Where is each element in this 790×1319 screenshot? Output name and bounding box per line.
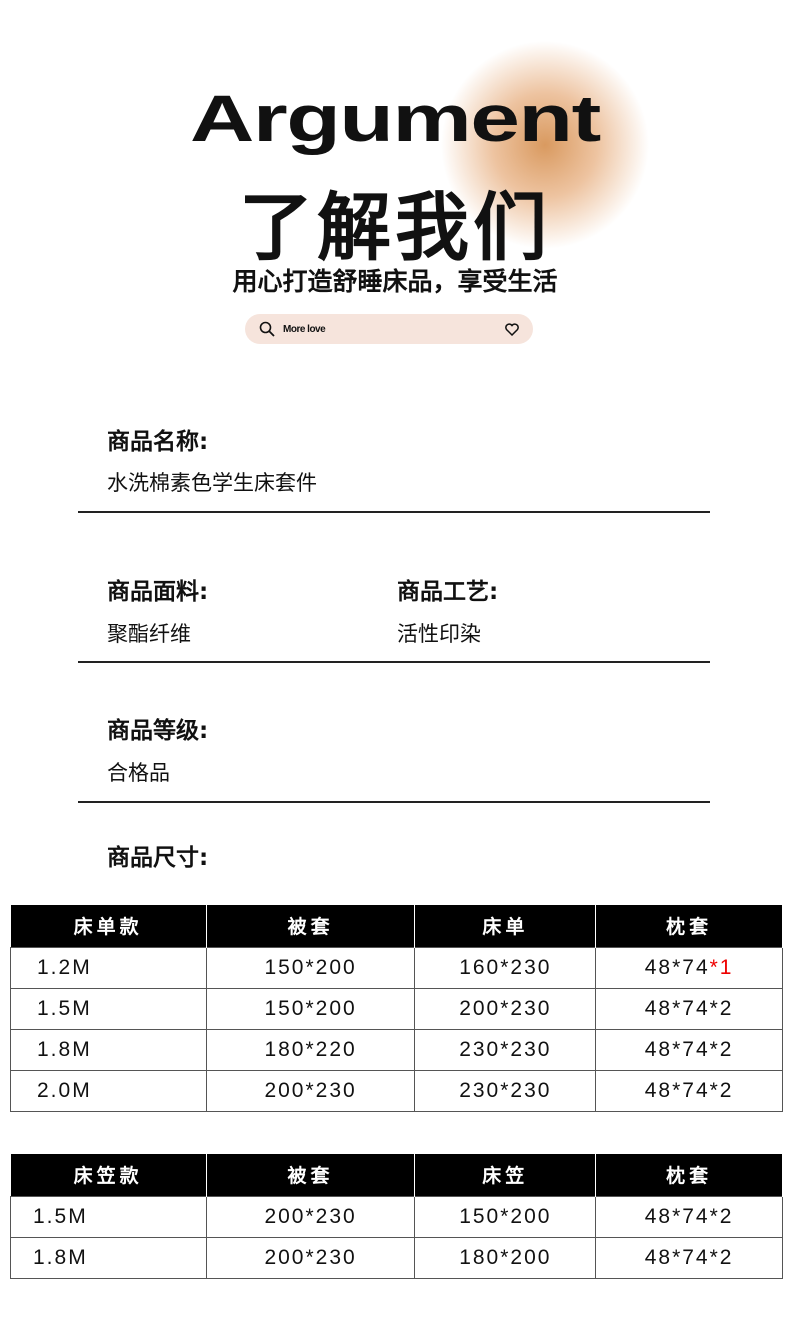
heart-icon[interactable] <box>505 322 519 336</box>
cell: 230*230 <box>414 1069 597 1112</box>
cell: 200*230 <box>414 987 597 1030</box>
search-text: More love <box>283 323 326 335</box>
table-row: 1.8M 200*230 180*200 48*74*2 <box>10 1236 783 1279</box>
cell-text: 48*74 <box>644 955 710 979</box>
header-cell: 床笠 <box>414 1154 597 1196</box>
craft-label: 商品工艺: <box>397 579 499 605</box>
grade-value: 合格品 <box>107 761 170 785</box>
cell: 200*230 <box>205 1236 416 1279</box>
search-bar[interactable]: More love <box>245 314 533 344</box>
cell: 230*230 <box>414 1028 597 1071</box>
cell: 1.2M <box>10 946 207 989</box>
header-cell: 被套 <box>206 905 416 947</box>
fabric-value: 聚酯纤维 <box>107 622 191 646</box>
header-cell: 床单 <box>414 905 597 947</box>
header-cell: 被套 <box>206 1154 416 1196</box>
divider <box>78 661 710 663</box>
size-label: 商品尺寸: <box>107 845 209 871</box>
subtitle: 用心打造舒睡床品，享受生活 <box>232 267 558 296</box>
page-title: 了解我们 <box>239 185 551 271</box>
orange-glow <box>440 40 650 250</box>
search-icon <box>259 321 275 337</box>
cell: 200*230 <box>205 1195 416 1238</box>
grade-label: 商品等级: <box>107 718 209 744</box>
table-row: 1.8M 180*220 230*230 48*74*2 <box>10 1028 783 1071</box>
cell: 1.8M <box>10 1236 207 1279</box>
craft-value: 活性印染 <box>397 622 481 646</box>
table-header-row: 床笠款 被套 床笠 枕套 <box>10 1154 783 1196</box>
table-header-row: 床单款 被套 床单 枕套 <box>10 905 783 947</box>
table-row: 1.5M 150*200 200*230 48*74*2 <box>10 987 783 1030</box>
header-cell: 枕套 <box>595 905 783 947</box>
cell: 1.5M <box>10 987 207 1030</box>
table-row: 1.2M 150*200 160*230 48*74*1 <box>10 946 783 989</box>
bedsheet-size-table: 床单款 被套 床单 枕套 1.2M 150*200 160*230 48*74*… <box>10 905 783 1112</box>
cell: 180*200 <box>414 1236 597 1279</box>
cell: 150*200 <box>414 1195 597 1238</box>
table-row: 1.5M 200*230 150*200 48*74*2 <box>10 1195 783 1238</box>
cell: 150*200 <box>205 946 416 989</box>
fitted-sheet-size-table: 床笠款 被套 床笠 枕套 1.5M 200*230 150*200 48*74*… <box>10 1154 783 1279</box>
table-row: 2.0M 200*230 230*230 48*74*2 <box>10 1069 783 1112</box>
cell: 48*74*2 <box>595 1236 783 1279</box>
cell: 1.8M <box>10 1028 207 1071</box>
cell: 1.5M <box>10 1195 207 1238</box>
cell: 150*200 <box>205 987 416 1030</box>
cell: 180*220 <box>205 1028 416 1071</box>
highlight-text: *1 <box>709 955 734 979</box>
name-label: 商品名称: <box>107 429 209 455</box>
divider <box>78 801 710 803</box>
name-value: 水洗棉素色学生床套件 <box>107 471 317 495</box>
cell: 160*230 <box>414 946 597 989</box>
brand-logo: Argument <box>190 81 601 155</box>
cell: 48*74*2 <box>595 1069 783 1112</box>
cell: 48*74*1 <box>595 946 783 989</box>
fabric-label: 商品面料: <box>107 579 209 605</box>
header-cell: 床单款 <box>10 905 207 947</box>
cell: 200*230 <box>205 1069 416 1112</box>
cell: 48*74*2 <box>595 1028 783 1071</box>
header-cell: 床笠款 <box>10 1154 207 1196</box>
header-cell: 枕套 <box>595 1154 783 1196</box>
cell: 48*74*2 <box>595 1195 783 1238</box>
cell: 2.0M <box>10 1069 207 1112</box>
divider <box>78 511 710 513</box>
cell: 48*74*2 <box>595 987 783 1030</box>
